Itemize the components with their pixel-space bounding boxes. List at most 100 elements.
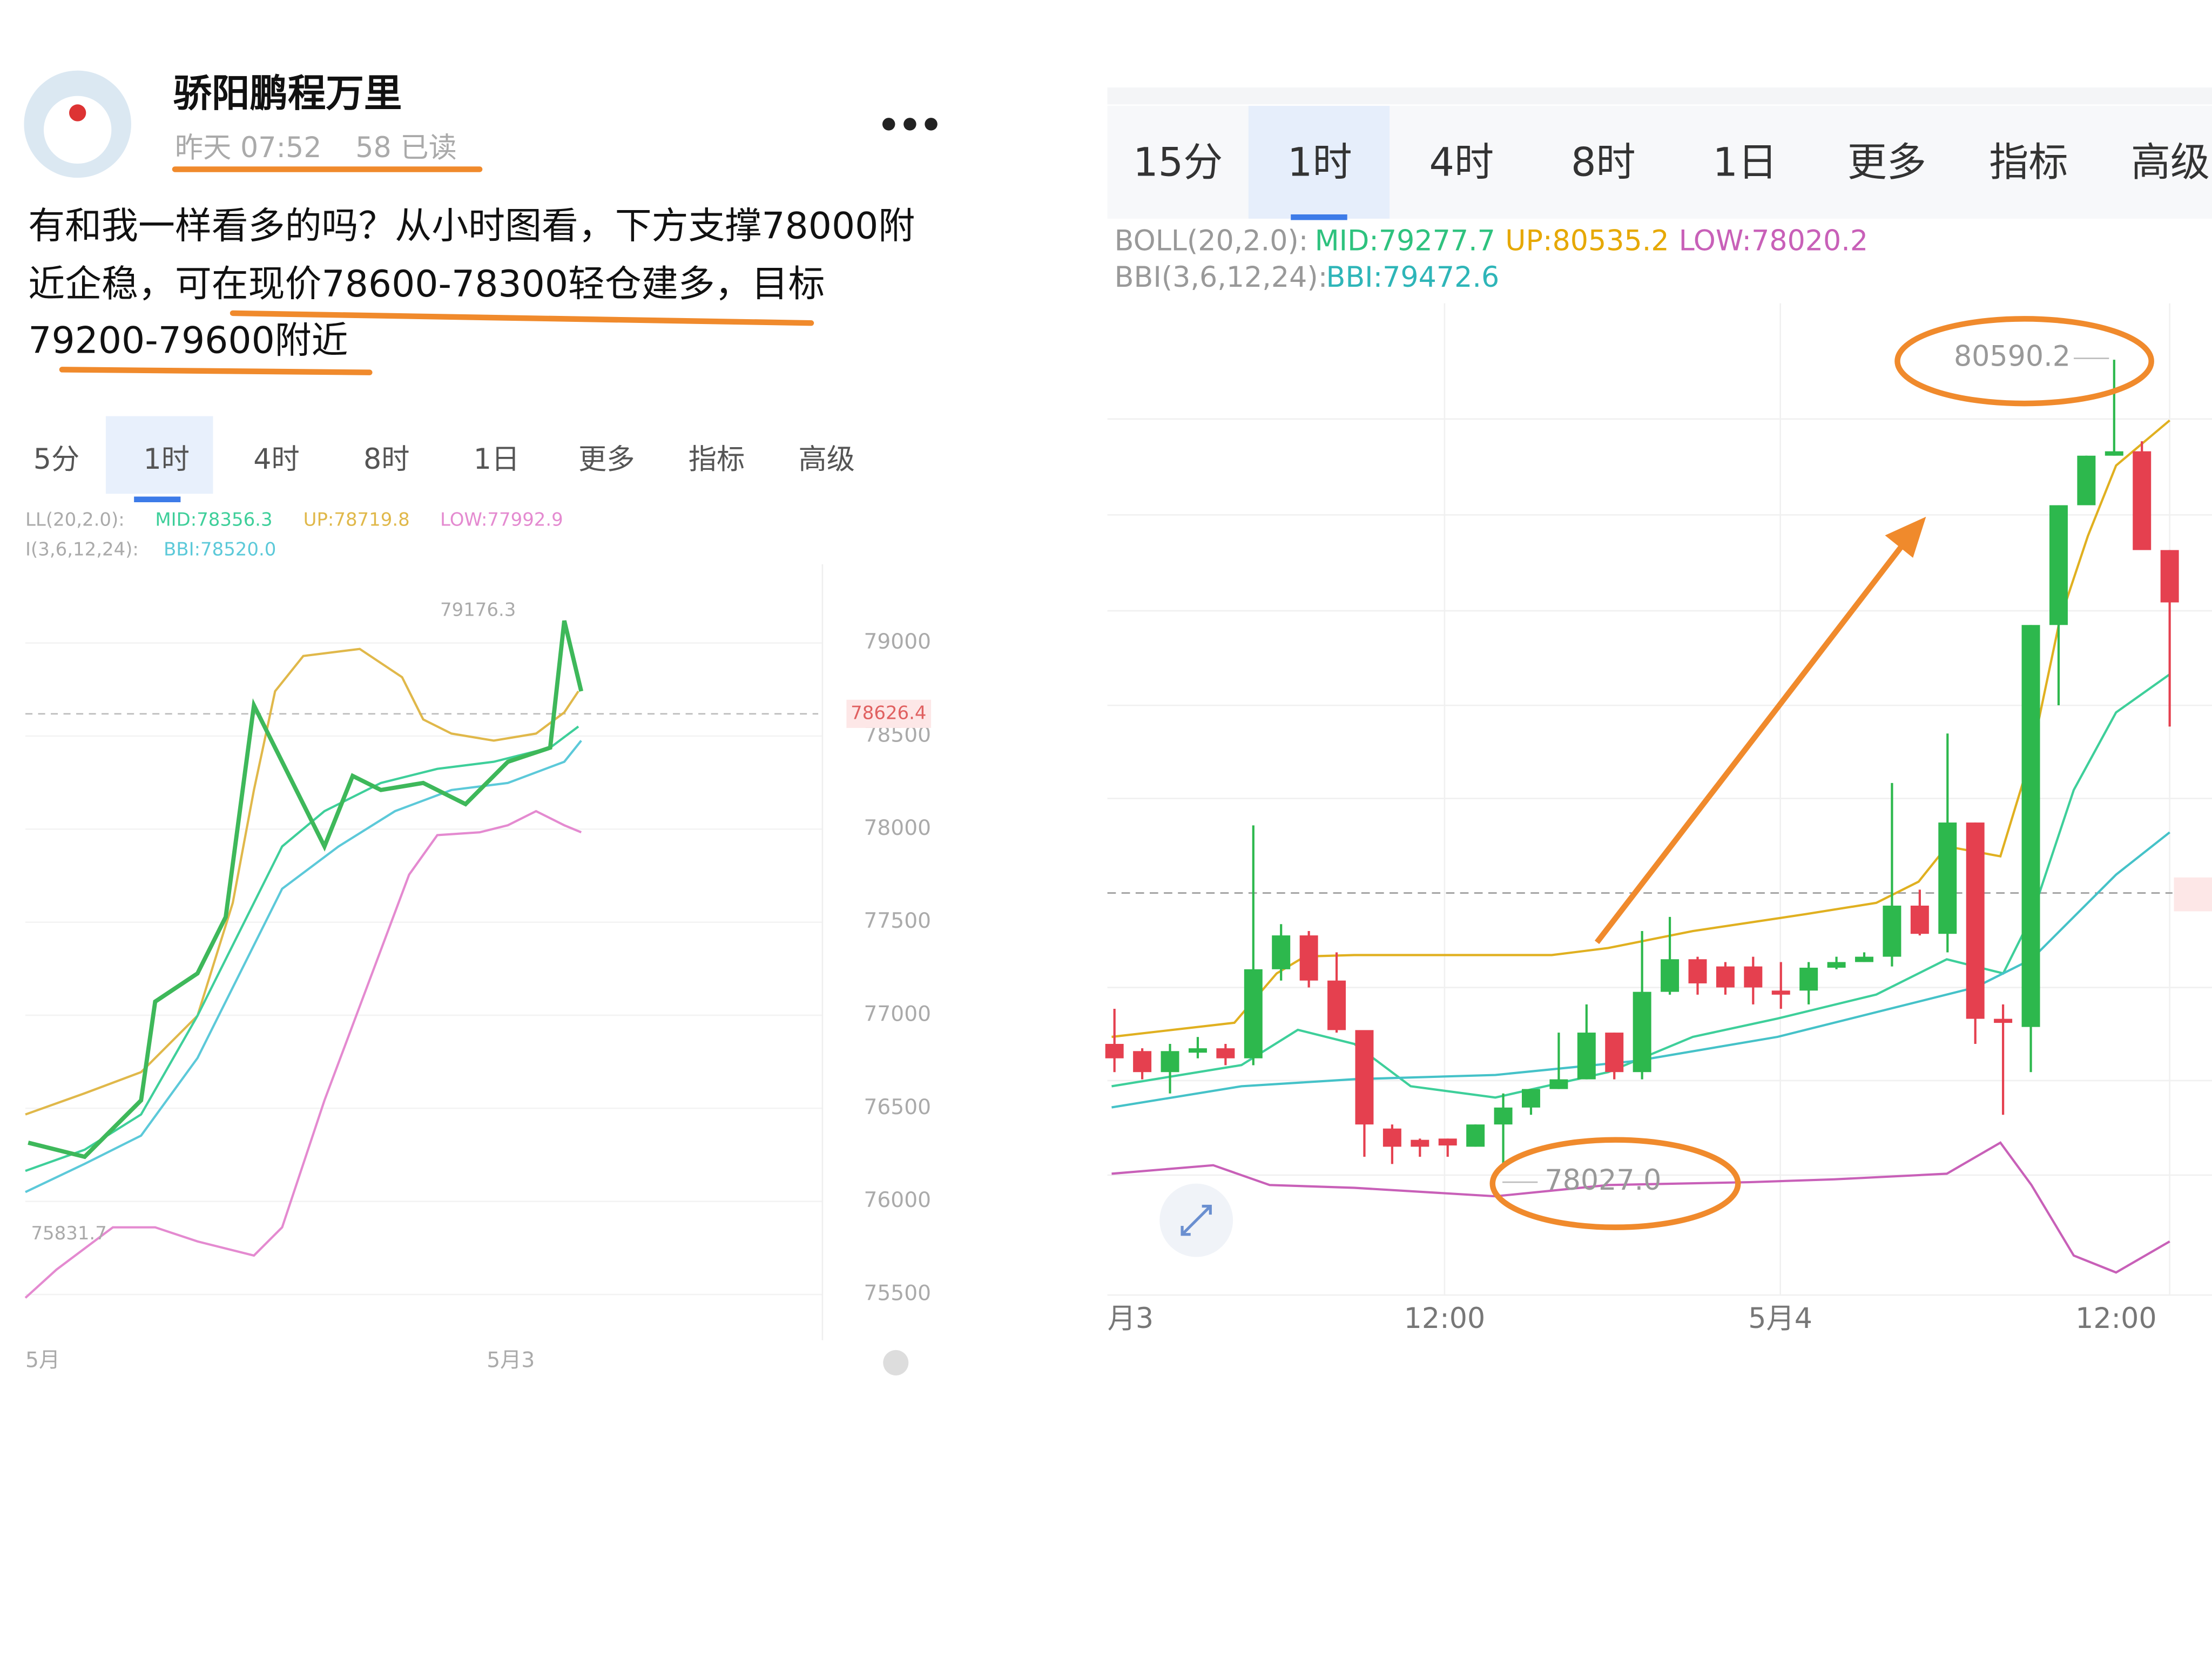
right-tab[interactable]: 更多: [1847, 140, 1926, 186]
candle-body: [1216, 1048, 1235, 1058]
left-tab[interactable]: 1时: [144, 443, 190, 476]
candle-body: [1661, 959, 1680, 992]
right-indicator-low: LOW:78020.2: [1679, 225, 1869, 257]
left-tab-selected: [105, 416, 213, 494]
candle-body: [1188, 1048, 1207, 1053]
author-name[interactable]: 骄阳鹏程万里: [173, 71, 402, 116]
left-tab[interactable]: 1日: [474, 443, 520, 476]
left-y-tick-label: 79000: [864, 630, 931, 654]
post-time: 昨天 07:52: [175, 132, 322, 164]
right-tab-selected: [1248, 105, 1390, 219]
left-tab[interactable]: 指标: [689, 443, 745, 476]
candle-body: [1327, 980, 1346, 1030]
right-tab[interactable]: 1时: [1287, 140, 1352, 186]
left-tab[interactable]: 更多: [578, 443, 635, 476]
left-tab[interactable]: 4时: [253, 443, 299, 476]
right-x-label: 12:00: [1404, 1303, 1486, 1335]
candle-body: [2133, 451, 2152, 550]
candle-body: [1883, 905, 1901, 957]
right-x-label: 12:00: [2075, 1303, 2157, 1335]
right-indicator-mid: MID:79277.7: [1315, 225, 1495, 257]
left-y-tick-label: 76000: [864, 1188, 931, 1212]
candle-body: [1521, 1089, 1540, 1108]
annotation-underlines: [59, 166, 814, 375]
right-indicator-lines: [1111, 419, 2170, 1274]
right-tab[interactable]: 指标: [1989, 140, 2068, 186]
post-text-line: 近企稳，可在现价78600-78300轻仓建多，目标: [28, 263, 825, 306]
candle-body: [1938, 822, 1957, 934]
post-text-line: 79200-79600附近: [28, 319, 348, 362]
avatar-nose: [69, 104, 86, 122]
candle-body: [1272, 935, 1291, 969]
candle-body: [1827, 962, 1846, 968]
read-count: 58 已读: [355, 132, 457, 164]
left-indicator-mid: MID:78356.3: [155, 509, 272, 530]
avatar-face: [43, 96, 112, 164]
candle-body: [2021, 625, 2040, 1027]
post-text-line: 有和我一样看多的吗？从小时图看，下方支撑78000附: [28, 205, 915, 248]
candle-body: [1438, 1138, 1457, 1146]
left-price-tag-bg: [846, 699, 932, 728]
annotation-marks: [1489, 316, 2154, 1230]
candle-body: [1716, 966, 1735, 988]
right-low-label: 78027.0: [1545, 1164, 1661, 1197]
candle-body: [1133, 1051, 1152, 1073]
candle-body: [1355, 1030, 1374, 1125]
left-high-label: 79176.3: [440, 599, 516, 621]
candle-body: [1605, 1033, 1624, 1073]
left-y-tick-label: 78000: [864, 816, 931, 840]
left-x-label: 5月: [25, 1348, 60, 1372]
candle-body: [2160, 550, 2179, 603]
left-x-label: 5月3: [487, 1348, 535, 1372]
right-x-label: 5月4: [1748, 1303, 1812, 1335]
right-tab[interactable]: 1日: [1713, 140, 1778, 186]
candle-body: [1382, 1128, 1401, 1147]
candle-body: [1299, 935, 1318, 981]
right-indicator-up: UP:80535.2: [1505, 225, 1669, 257]
candle-body: [1744, 966, 1763, 988]
candle-body: [1244, 969, 1263, 1058]
right-price-tag-bg: [2174, 877, 2212, 912]
left-y-tick-label: 77000: [864, 1002, 931, 1026]
candle-body: [1910, 905, 1929, 934]
more-menu[interactable]: [882, 118, 938, 131]
candle-body: [2077, 455, 2096, 505]
candle-body: [1466, 1124, 1485, 1147]
candle-body: [1799, 967, 1818, 991]
right-tab[interactable]: 8时: [1571, 140, 1636, 186]
left-settings-icon[interactable]: [883, 1350, 909, 1375]
left-indicator-low: LOW:77992.9: [440, 509, 563, 530]
right-tab[interactable]: 4时: [1429, 140, 1494, 186]
right-indicator-label: BOLL(20,2.0):: [1115, 225, 1309, 257]
right-tab[interactable]: 15分: [1133, 140, 1223, 186]
right-indicator-bbi: BBI:79472.6: [1326, 261, 1500, 294]
candle-body: [1994, 1019, 2013, 1023]
left-indicator-label: I(3,6,12,24):: [25, 538, 139, 560]
left-tab[interactable]: 高级: [799, 443, 855, 476]
candle-body: [1633, 992, 1651, 1073]
right-high-label: 80590.2: [1954, 341, 2071, 373]
right-top-strip: [1107, 87, 2212, 105]
left-y-tick-label: 77500: [864, 909, 931, 933]
right-tab[interactable]: 高级: [2131, 140, 2210, 186]
left-indicator-bbi: BBI:78520.0: [164, 538, 276, 560]
left-tab[interactable]: 8时: [363, 443, 409, 476]
candle-body: [2105, 451, 2123, 456]
left-y-tick-label: 76500: [864, 1095, 931, 1120]
candle-body: [1771, 990, 1790, 995]
candle-body: [1105, 1043, 1124, 1058]
candle-body: [1577, 1033, 1596, 1080]
left-price-tag: 78626.4: [851, 702, 926, 724]
candle-body: [1855, 956, 1873, 962]
expand-icon: [1181, 1204, 1212, 1236]
candle-body: [1494, 1107, 1513, 1125]
candle-body: [1688, 959, 1707, 983]
left-indicator-up: UP:78719.8: [304, 509, 410, 530]
left-low-label: 75831.7: [31, 1223, 106, 1244]
left-indicator-label: LL(20,2.0):: [25, 509, 125, 530]
right-x-label: 月3: [1108, 1303, 1154, 1335]
left-y-tick-label: 75500: [864, 1282, 931, 1306]
left-tab[interactable]: 5分: [33, 443, 79, 476]
left-indicator-lines: [24, 620, 584, 1299]
